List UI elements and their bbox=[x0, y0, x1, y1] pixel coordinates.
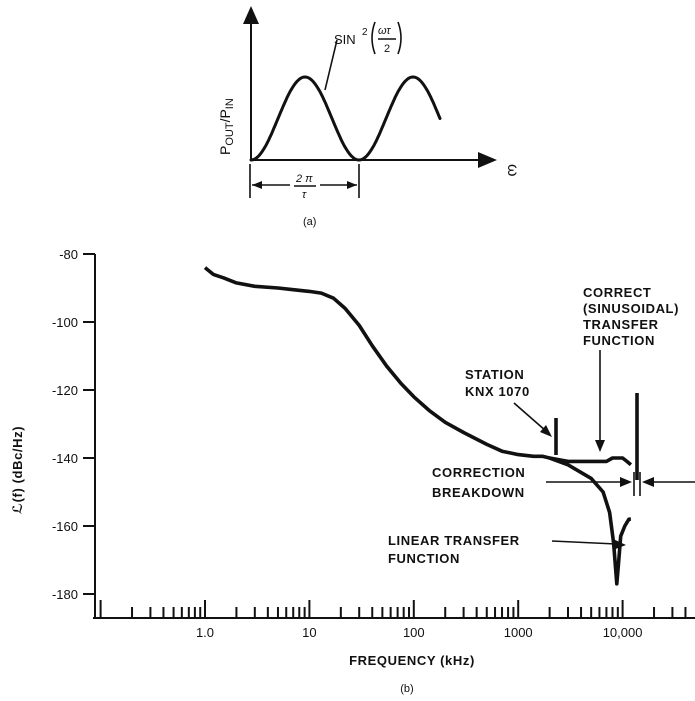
b-y-tick-label: -160 bbox=[52, 519, 78, 534]
a-x-axis-arrow-icon bbox=[478, 152, 497, 168]
a-right-paren bbox=[397, 21, 402, 55]
b-y-tick-label: -80 bbox=[59, 247, 78, 262]
b-y-tick-label: -100 bbox=[52, 315, 78, 330]
a-y-axis-arrow-icon bbox=[243, 6, 259, 24]
a-period-den: τ bbox=[302, 189, 307, 201]
b-y-tick-label: -180 bbox=[52, 587, 78, 602]
b-x-axis-label: FREQUENCY (kHz) bbox=[349, 653, 475, 668]
b-annot-linear-2: FUNCTION bbox=[388, 551, 460, 566]
b-y-axis-label: ℒ(f) (dBc/Hz) bbox=[10, 426, 25, 514]
a-curve-label-text: SIN bbox=[334, 32, 356, 47]
b-annot-correct-4: FUNCTION bbox=[583, 333, 655, 348]
a-y-axis-label: POUT/PIN bbox=[217, 98, 236, 155]
b-y-ticks: -80 -100 -120 -140 -160 -180 bbox=[52, 247, 95, 602]
b-annot-linear-leader bbox=[551, 540, 617, 545]
b-annot-station-arrow-icon bbox=[540, 425, 552, 437]
b-annot-station-1: STATION bbox=[465, 367, 524, 382]
b-annot-breakdown-left-arrow-icon bbox=[620, 477, 632, 487]
b-annotation-correct: CORRECT (SINUSOIDAL) TRANSFER FUNCTION bbox=[583, 285, 679, 452]
a-x-axis-label: ω bbox=[504, 164, 521, 177]
b-annot-breakdown-2: BREAKDOWN bbox=[432, 485, 525, 500]
b-annot-correct-1: CORRECT bbox=[583, 285, 651, 300]
b-series-linear bbox=[548, 456, 631, 586]
b-annot-correct-2: (SINUSOIDAL) bbox=[583, 301, 679, 316]
a-sin2-curve bbox=[249, 75, 442, 162]
b-caption: (b) bbox=[400, 683, 413, 695]
b-annotation-breakdown: CORRECTION BREAKDOWN bbox=[432, 465, 695, 500]
b-x-tick-label: 100 bbox=[403, 625, 425, 640]
b-annot-breakdown-right-arrow-icon bbox=[642, 477, 654, 487]
b-x-tick-label: 10,000 bbox=[603, 625, 643, 640]
b-series-correct bbox=[203, 266, 633, 467]
b-x-tick-label: 1.0 bbox=[196, 625, 214, 640]
a-curve-label-exponent: 2 bbox=[362, 27, 368, 38]
b-annotation-linear: LINEAR TRANSFER FUNCTION bbox=[388, 533, 626, 566]
a-dim-right-arrow-icon bbox=[347, 181, 357, 189]
b-annot-correct-arrow-icon bbox=[595, 440, 605, 452]
b-annot-linear-1: LINEAR TRANSFER bbox=[388, 533, 520, 548]
b-y-tick-label: -120 bbox=[52, 383, 78, 398]
b-annot-linear-arrow-icon bbox=[613, 539, 626, 550]
b-annotation-station: STATION KNX 1070 bbox=[465, 367, 552, 437]
b-x-tick-label: 10 bbox=[302, 625, 316, 640]
b-annot-breakdown-1: CORRECTION bbox=[432, 465, 525, 480]
b-y-tick-label: -140 bbox=[52, 451, 78, 466]
b-annot-correct-3: TRANSFER bbox=[583, 317, 659, 332]
a-caption: (a) bbox=[303, 216, 316, 228]
a-dim-left-arrow-icon bbox=[252, 181, 262, 189]
b-x-ticks: 1.0 10 100 1000 10,000 bbox=[99, 600, 687, 640]
b-annot-station-leader bbox=[513, 402, 547, 432]
a-period-num: 2 π bbox=[295, 173, 313, 185]
b-annot-station-2: KNX 1070 bbox=[465, 384, 530, 399]
a-left-paren bbox=[371, 21, 376, 55]
a-curve-leader bbox=[324, 39, 338, 91]
a-curve-label-den: 2 bbox=[384, 43, 390, 55]
a-curve-label-num: ωτ bbox=[378, 25, 391, 37]
a-period-dimension: 2 π τ bbox=[249, 164, 360, 201]
figure-a: SIN 2 ωτ 2 POUT/PIN ω 2 π τ (a) bbox=[217, 6, 521, 228]
a-curve-label: SIN 2 ωτ 2 bbox=[334, 21, 402, 55]
figure-b: -80 -100 -120 -140 -160 -180 1.0 10 100 1000 10,0… bbox=[10, 247, 695, 695]
b-x-tick-label: 1000 bbox=[504, 625, 533, 640]
